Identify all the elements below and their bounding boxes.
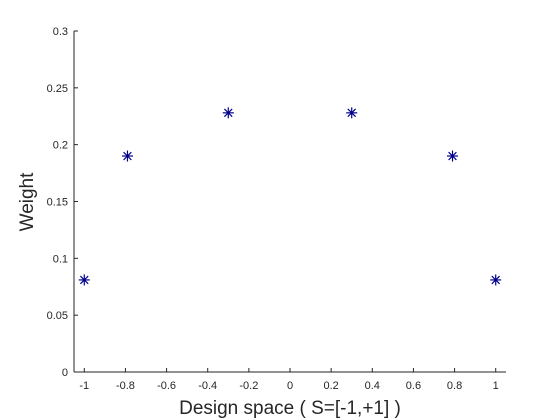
data-point	[121, 150, 133, 162]
y-axis-title: Weight	[17, 172, 38, 232]
data-points	[78, 107, 502, 286]
x-tick-label: 0.8	[447, 380, 462, 392]
data-point	[222, 107, 234, 119]
x-tick-label: 0.4	[365, 380, 380, 392]
x-tick-label: 0.2	[323, 380, 338, 392]
x-tick-label: -1	[79, 380, 89, 392]
x-tick-label: -0.2	[239, 380, 258, 392]
data-point	[346, 107, 358, 119]
data-point	[78, 274, 90, 286]
y-tick-label: 0.2	[53, 140, 68, 152]
y-tick-label: 0.05	[47, 310, 68, 322]
x-axis-title: Design space ( S=[-1,+1] )	[179, 398, 401, 419]
y-tick-label: 0	[62, 367, 68, 379]
x-tick-label: 0	[287, 380, 293, 392]
data-point	[447, 150, 459, 162]
y-tick-label: 0.3	[53, 26, 68, 38]
x-tick-label: -0.8	[116, 380, 135, 392]
y-tick-label: 0.1	[53, 253, 68, 265]
data-point	[490, 274, 502, 286]
x-tick-label: 0.6	[406, 380, 421, 392]
x-tick-label: -0.6	[157, 380, 176, 392]
axes	[73, 31, 506, 373]
y-tick-label: 0.25	[47, 83, 68, 95]
y-tick-label: 0.15	[47, 197, 68, 209]
ticks: -1 -0.8 -0.6 -0.4 -0.2 0 0.2 0.4 0.6 0.8 1 0 0.05 0.1…	[47, 26, 499, 392]
x-tick-label: -0.4	[198, 380, 217, 392]
x-tick-label: 1	[493, 380, 499, 392]
